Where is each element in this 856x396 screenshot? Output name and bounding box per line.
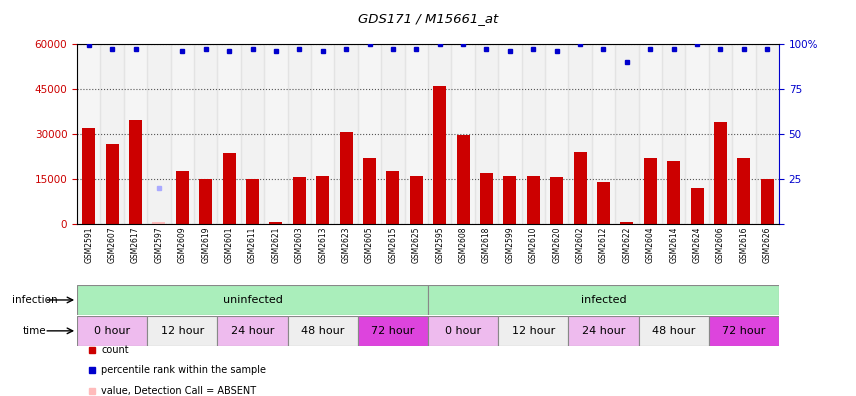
Text: 24 hour: 24 hour <box>231 326 274 336</box>
Bar <box>521 44 545 224</box>
Text: 72 hour: 72 hour <box>722 326 765 336</box>
Bar <box>217 44 241 224</box>
Bar <box>77 285 428 315</box>
Bar <box>639 316 709 346</box>
Text: value, Detection Call = ABSENT: value, Detection Call = ABSENT <box>101 386 256 396</box>
Bar <box>732 44 756 224</box>
Text: 12 hour: 12 hour <box>161 326 204 336</box>
Text: percentile rank within the sample: percentile rank within the sample <box>101 365 266 375</box>
Bar <box>405 44 428 224</box>
Bar <box>615 44 639 224</box>
Bar <box>737 158 751 224</box>
Bar <box>217 316 288 346</box>
Bar <box>358 44 381 224</box>
Bar <box>480 173 493 224</box>
Bar <box>316 176 330 224</box>
Bar <box>709 316 779 346</box>
Text: count: count <box>101 345 128 355</box>
Bar <box>270 222 282 224</box>
Bar <box>105 144 119 224</box>
Bar <box>340 132 353 224</box>
Bar <box>293 177 306 224</box>
Text: infection: infection <box>12 295 57 305</box>
Bar <box>386 171 400 224</box>
Bar <box>428 44 451 224</box>
Bar <box>456 135 470 224</box>
Bar <box>124 44 147 224</box>
Bar <box>265 44 288 224</box>
Text: time: time <box>23 326 46 336</box>
Bar <box>526 176 540 224</box>
Bar <box>175 171 189 224</box>
Bar <box>77 44 100 224</box>
Bar <box>475 44 498 224</box>
Bar <box>152 222 165 224</box>
Bar <box>597 182 610 224</box>
Bar <box>100 44 124 224</box>
Bar <box>363 158 376 224</box>
Text: 12 hour: 12 hour <box>512 326 555 336</box>
Bar <box>194 44 217 224</box>
Bar <box>545 44 568 224</box>
Bar <box>714 122 727 224</box>
Bar <box>82 128 95 224</box>
Bar <box>428 285 779 315</box>
Bar <box>410 176 423 224</box>
Bar <box>129 120 142 224</box>
Text: 0 hour: 0 hour <box>445 326 481 336</box>
Bar <box>503 176 516 224</box>
Text: uninfected: uninfected <box>223 295 282 305</box>
Bar <box>433 86 446 224</box>
Bar <box>667 161 681 224</box>
Text: 48 hour: 48 hour <box>652 326 695 336</box>
Bar <box>381 44 405 224</box>
Bar <box>288 44 311 224</box>
Text: 24 hour: 24 hour <box>582 326 625 336</box>
Bar <box>691 188 704 224</box>
Bar <box>761 179 774 224</box>
Text: 0 hour: 0 hour <box>94 326 130 336</box>
Bar <box>639 44 662 224</box>
Bar <box>621 222 633 224</box>
Bar <box>199 179 212 224</box>
Bar <box>77 316 147 346</box>
Bar <box>358 316 428 346</box>
Bar <box>756 44 779 224</box>
Text: 72 hour: 72 hour <box>372 326 414 336</box>
Bar <box>498 44 521 224</box>
Bar <box>451 44 475 224</box>
Text: GDS171 / M15661_at: GDS171 / M15661_at <box>358 12 498 25</box>
Text: 48 hour: 48 hour <box>301 326 344 336</box>
Bar <box>686 44 709 224</box>
Bar <box>568 44 591 224</box>
Bar <box>662 44 686 224</box>
Bar <box>498 316 568 346</box>
Bar <box>241 44 265 224</box>
Bar <box>644 158 657 224</box>
Bar <box>147 316 217 346</box>
Bar <box>170 44 194 224</box>
Bar <box>709 44 732 224</box>
Bar <box>428 316 498 346</box>
Text: infected: infected <box>580 295 627 305</box>
Bar <box>591 44 615 224</box>
Bar <box>568 316 639 346</box>
Bar <box>223 153 235 224</box>
Bar <box>550 177 563 224</box>
Bar <box>335 44 358 224</box>
Bar <box>288 316 358 346</box>
Bar <box>246 179 259 224</box>
Bar <box>574 152 586 224</box>
Bar <box>311 44 335 224</box>
Bar <box>147 44 170 224</box>
